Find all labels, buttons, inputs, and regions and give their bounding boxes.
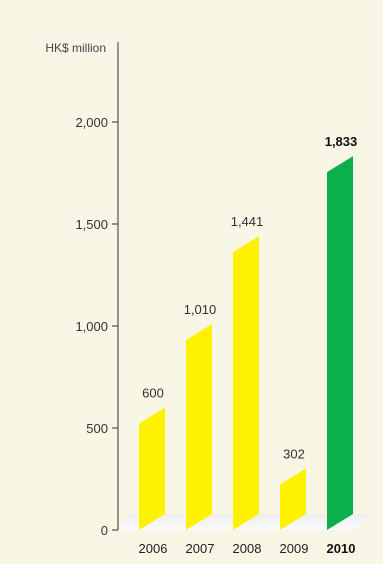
y-axis-ticks: 0 500 1,000 1,500 2,000: [75, 115, 118, 538]
category-label-2010: 2010: [327, 541, 356, 556]
y-tick-label: 1,000: [75, 319, 108, 334]
data-label-2006: 600: [142, 386, 164, 401]
data-label-2007: 1,010: [184, 302, 217, 317]
data-label-2008: 1,441: [231, 214, 264, 229]
bar-2010: [327, 156, 353, 530]
y-axis-unit-label: HK$ million: [45, 41, 106, 55]
category-labels: 2006 2007 2008 2009 2010: [139, 541, 356, 556]
bar-2009: [280, 468, 306, 530]
y-tick-label: 2,000: [75, 115, 108, 130]
y-tick-label: 0: [101, 523, 108, 538]
category-label-2008: 2008: [233, 541, 262, 556]
bar-2008: [233, 236, 259, 530]
category-label-2009: 2009: [280, 541, 309, 556]
data-label-2010: 1,833: [325, 134, 358, 149]
category-label-2007: 2007: [186, 541, 215, 556]
chart-panel: HK$ million 0 500 1,000 1,500 2,000 600 1,010…: [0, 0, 383, 564]
y-tick-label: 500: [86, 421, 108, 436]
category-label-2006: 2006: [139, 541, 168, 556]
y-tick-label: 1,500: [75, 217, 108, 232]
data-label-2009: 302: [283, 446, 305, 461]
bar-chart: HK$ million 0 500 1,000 1,500 2,000 600 1,010…: [45, 41, 370, 556]
bar-2007: [186, 323, 212, 530]
data-labels: 600 1,010 1,441 302 1,833: [142, 134, 357, 461]
y-axis: HK$ million: [45, 41, 119, 530]
bars: [139, 156, 353, 530]
bar-2006: [139, 407, 165, 530]
